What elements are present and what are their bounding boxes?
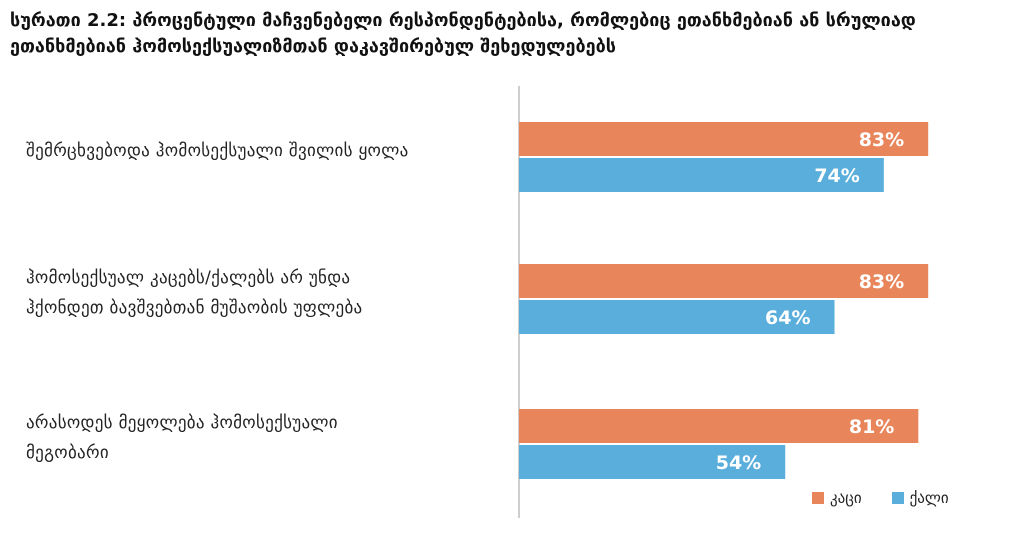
- category-label-2: ჰომოსექსუალ კაცებს/ქალებს არ უნდა ჰქონდეთ…: [26, 263, 506, 323]
- bar-women-1: [519, 158, 884, 192]
- category-label-2-line-2: ჰქონდეთ ბავშვებთან მუშაობის უფლება: [26, 298, 363, 318]
- bar-women-2: [519, 300, 835, 334]
- legend-label-women: ქალი: [909, 489, 949, 507]
- category-label-3-line-1: არასოდეს მეყოლება ჰომოსექსუალი: [26, 413, 338, 433]
- category-label-1: შემრცხვებოდა ჰომოსექსუალი შვილის ყოლა: [26, 136, 506, 166]
- data-label-women-1: 74%: [814, 165, 859, 187]
- legend-label-men: კაცი: [830, 489, 862, 507]
- category-label-3: არასოდეს მეყოლება ჰომოსექსუალი მეგობარი: [26, 408, 506, 468]
- data-label-men-3: 81%: [849, 416, 894, 438]
- data-label-women-3: 54%: [716, 452, 761, 474]
- bar-men-1: [519, 122, 929, 156]
- legend: კაცი ქალი: [812, 488, 949, 508]
- data-label-men-2: 83%: [859, 271, 904, 293]
- bar-men-3: [519, 409, 919, 443]
- category-label-3-line-2: მეგობარი: [26, 443, 109, 463]
- data-label-women-2: 64%: [765, 307, 810, 329]
- legend-swatch-men: [812, 492, 824, 504]
- bar-women-3: [519, 445, 786, 479]
- chart-title-line-2: ეთანხმებიან ჰომოსექსუალიზმთან დაკავშირებ…: [10, 36, 616, 57]
- bar-men-2: [519, 264, 929, 298]
- chart-title: სურათი 2.2: პროცენტული მაჩვენებელი რესპო…: [10, 8, 1010, 60]
- chart-title-line-1: სურათი 2.2: პროცენტული მაჩვენებელი რესპო…: [10, 10, 916, 31]
- category-label-2-line-1: ჰომოსექსუალ კაცებს/ქალებს არ უნდა: [26, 268, 351, 288]
- category-label-1-line-1: შემრცხვებოდა ჰომოსექსუალი შვილის ყოლა: [26, 141, 409, 161]
- data-label-men-1: 83%: [859, 129, 904, 151]
- legend-swatch-women: [891, 492, 904, 504]
